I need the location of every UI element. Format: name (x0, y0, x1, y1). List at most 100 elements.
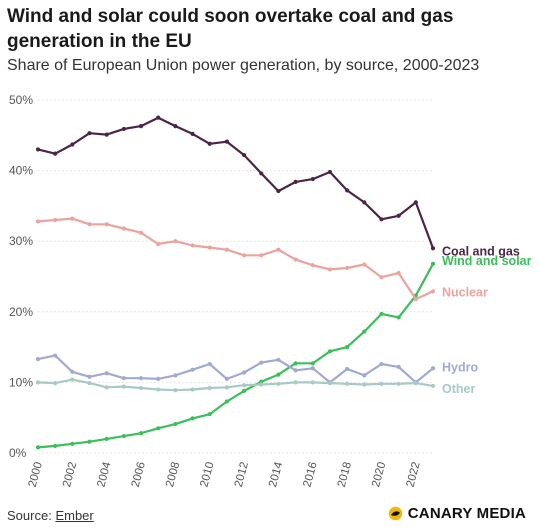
data-point-other (310, 380, 315, 385)
data-point-wind_and_solar (173, 421, 178, 427)
data-point-coal_and_gas (276, 188, 281, 194)
data-point-hydro (207, 361, 212, 367)
data-point-nuclear (190, 243, 195, 248)
y-tick-label: 20% (9, 305, 33, 319)
data-point-hydro (293, 368, 298, 373)
data-point-hydro (173, 373, 178, 378)
data-point-other (207, 385, 212, 391)
data-point-hydro (310, 366, 315, 371)
data-point-wind_and_solar (190, 416, 195, 421)
data-point-wind_and_solar (430, 261, 436, 266)
x-tick-label: 2000 (27, 461, 45, 489)
data-point-hydro (87, 374, 92, 379)
data-point-hydro (396, 364, 401, 369)
series-label-wind_and_solar: Wind and solar (442, 254, 532, 268)
data-point-hydro (241, 370, 247, 375)
data-point-other (53, 381, 58, 386)
data-point-nuclear (224, 247, 230, 252)
source-link[interactable]: Ember (55, 508, 94, 523)
data-point-other (241, 383, 247, 388)
x-tick-label: 2006 (130, 461, 148, 489)
data-point-nuclear (430, 289, 436, 294)
data-point-wind_and_solar (379, 311, 384, 317)
data-point-coal_and_gas (345, 188, 350, 193)
data-point-hydro (138, 376, 144, 381)
data-point-coal_and_gas (293, 179, 298, 184)
data-point-wind_and_solar (310, 361, 315, 366)
data-point-other (224, 385, 230, 390)
data-point-wind_and_solar (70, 441, 75, 446)
series-line-other (37, 378, 434, 392)
x-tick-label: 2012 (233, 461, 251, 489)
brand-logo: CANARY MEDIA (388, 505, 526, 522)
data-point-other (293, 380, 298, 385)
data-point-coal_and_gas (207, 141, 212, 146)
data-point-wind_and_solar (156, 426, 161, 431)
line-chart: 0% 10% 20% 30% 40% 50% 2000 2002 2004 2006 2008 201… (9, 93, 532, 489)
data-point-coal_and_gas (241, 152, 247, 158)
chart-subtitle: Share of European Union power generation… (7, 57, 480, 74)
data-point-other (87, 381, 92, 386)
data-point-nuclear (362, 262, 367, 267)
data-point-coal_and_gas (121, 126, 126, 132)
data-point-wind_and_solar (327, 349, 333, 354)
x-tick-label: 2016 (301, 461, 319, 489)
data-point-other (104, 385, 109, 390)
y-tick-label: 10% (9, 375, 33, 389)
x-tick-label: 2014 (267, 460, 285, 488)
data-point-coal_and_gas (396, 213, 401, 218)
data-point-wind_and_solar (104, 436, 109, 441)
y-tick-label: 50% (9, 93, 33, 107)
data-point-other (121, 384, 126, 389)
data-point-other (156, 387, 161, 392)
series-line-coal_and_gas (37, 116, 435, 249)
data-point-nuclear (104, 222, 109, 227)
data-point-hydro (190, 367, 195, 372)
data-point-other (259, 382, 264, 387)
data-point-other (413, 381, 418, 386)
data-point-other (35, 380, 41, 385)
data-point-nuclear (276, 247, 281, 252)
data-point-nuclear (138, 230, 144, 235)
data-point-coal_and_gas (87, 131, 92, 136)
data-point-wind_and_solar (276, 372, 281, 377)
data-point-nuclear (379, 275, 384, 280)
data-point-other (362, 382, 367, 387)
data-point-coal_and_gas (310, 176, 315, 182)
x-tick-label: 2010 (198, 461, 216, 489)
x-tick-label: 2022 (405, 461, 423, 489)
data-point-hydro (70, 369, 75, 374)
data-point-wind_and_solar (207, 412, 212, 417)
data-point-hydro (35, 357, 41, 362)
data-point-wind_and_solar (345, 345, 350, 350)
data-point-nuclear (345, 265, 350, 271)
data-point-hydro (104, 371, 109, 376)
x-tick-label: 2008 (164, 461, 182, 489)
data-point-other (327, 381, 333, 386)
data-point-nuclear (70, 216, 75, 221)
series-line-wind_and_solar (37, 263, 434, 449)
data-point-hydro (379, 361, 384, 367)
data-point-coal_and_gas (104, 132, 109, 137)
data-point-coal_and_gas (190, 131, 195, 136)
data-point-other (70, 377, 75, 382)
data-point-nuclear (293, 257, 298, 262)
y-tick-label: 0% (9, 446, 27, 460)
data-point-coal_and_gas (259, 171, 264, 176)
data-point-wind_and_solar (241, 388, 247, 393)
series-label-coal_and_gas: Coal and gas (442, 244, 520, 258)
data-point-coal_and_gas (379, 217, 384, 222)
data-point-wind_and_solar (396, 315, 401, 320)
series-line-nuclear (37, 217, 434, 301)
data-point-other (138, 385, 144, 391)
series-line-hydro (37, 354, 434, 384)
data-point-hydro (276, 357, 281, 362)
data-point-wind_and_solar (138, 431, 144, 436)
data-point-nuclear (121, 226, 126, 231)
data-point-nuclear (156, 241, 161, 247)
data-point-nuclear (327, 267, 333, 272)
series-label-hydro: Hydro (442, 360, 478, 374)
data-point-hydro (430, 366, 436, 371)
series-label-other: Other (442, 382, 475, 396)
data-point-wind_and_solar (35, 445, 41, 450)
